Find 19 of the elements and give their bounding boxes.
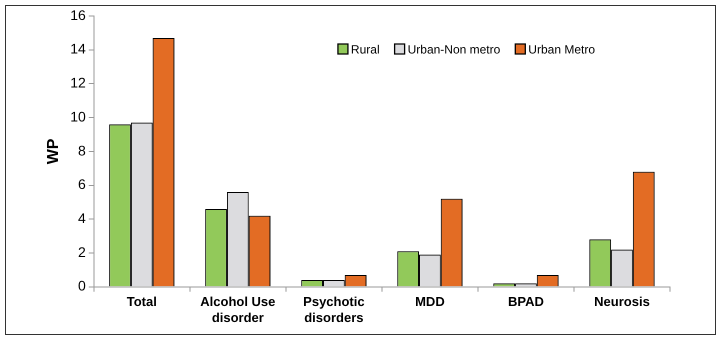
legend-label: Urban-Non metro [408,42,501,56]
y-tick-label: 8 [78,142,86,158]
legend-label: Urban Metro [528,42,596,56]
y-tick-label: 4 [78,210,86,226]
x-tick-label: Alcohol Use disorder [200,294,276,325]
x-tick-label: Psychotic disorders [303,294,365,325]
x-tick-label: Total [126,294,157,310]
y-tick-label: 10 [70,108,86,124]
y-axis-title: WP [45,138,62,164]
y-tick-label: 6 [78,176,86,192]
legend-label: Rural [350,42,380,56]
y-tick-label: 16 [70,6,86,23]
y-tick-label: 14 [70,40,86,57]
x-tick-label: BPAD [508,294,544,310]
x-tick-label: MDD [415,294,445,310]
y-tick-label: 0 [78,278,86,294]
y-tick-label: 2 [78,244,86,260]
x-tick-label: Neurosis [594,294,650,310]
y-tick-label: 12 [70,74,86,91]
